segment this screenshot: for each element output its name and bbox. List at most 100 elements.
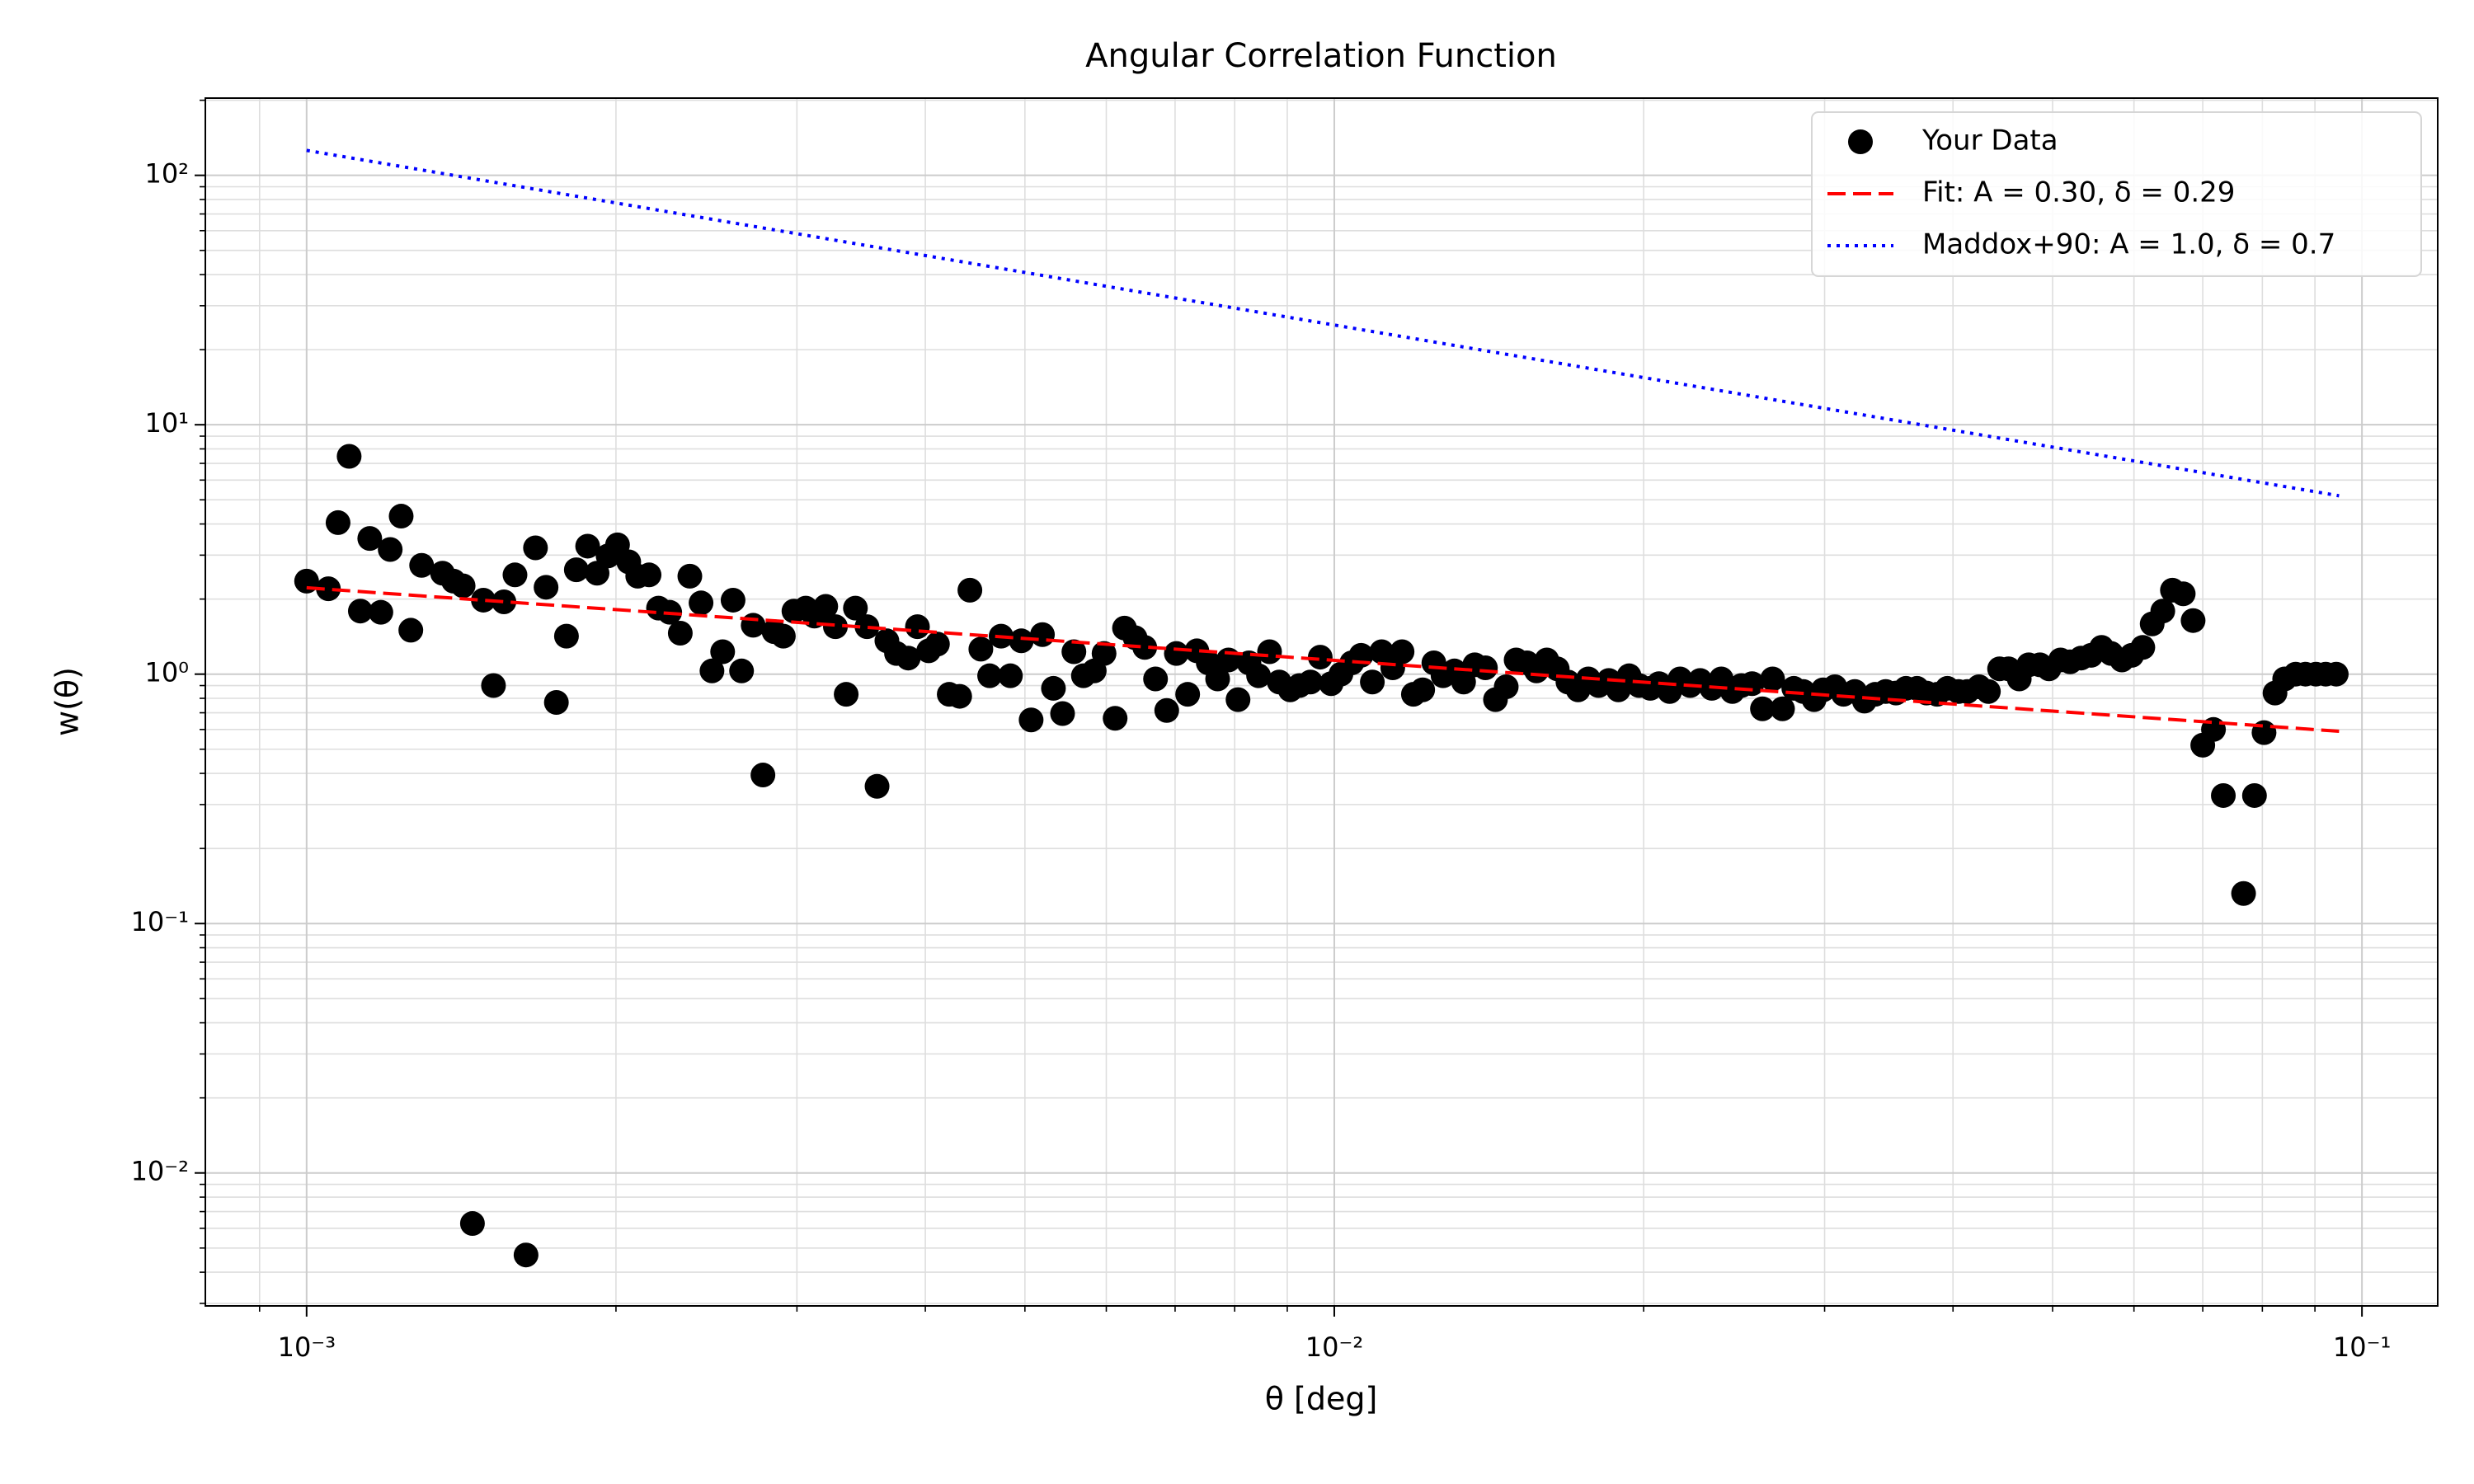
data-point — [2130, 635, 2156, 660]
data-point — [1750, 696, 1776, 721]
data-point — [864, 773, 890, 799]
data-point — [2171, 581, 2196, 607]
data-point — [750, 763, 776, 788]
data-point — [534, 575, 559, 600]
x-tick-label: 10⁻³ — [278, 1331, 336, 1363]
data-point — [667, 620, 693, 646]
data-point — [729, 658, 755, 683]
data-point — [689, 590, 714, 616]
data-point — [1298, 669, 1324, 695]
data-point — [523, 535, 548, 561]
data-point — [325, 510, 350, 535]
data-point — [1030, 622, 1056, 647]
data-point — [543, 690, 569, 716]
data-point — [1050, 701, 1075, 726]
data-point — [1770, 696, 1795, 721]
data-point — [1154, 697, 1179, 723]
data-point — [2231, 881, 2256, 906]
data-point — [813, 594, 839, 619]
data-point — [1091, 641, 1117, 666]
data-point — [1103, 706, 1128, 731]
y-tick-label: 10⁻¹ — [131, 906, 189, 937]
data-point — [1041, 675, 1066, 701]
data-point — [720, 587, 745, 613]
data-point — [1739, 671, 1765, 697]
data-point — [741, 613, 766, 638]
y-tick-label: 10¹ — [144, 407, 189, 439]
y-tick-label: 10⁰ — [144, 657, 189, 688]
data-point — [1760, 666, 1785, 692]
data-point — [357, 526, 383, 552]
data-point — [459, 1211, 485, 1237]
data-point — [2241, 782, 2267, 808]
data-point — [1390, 639, 1415, 665]
data-point — [563, 557, 589, 583]
data-point — [1473, 655, 1498, 681]
data-point — [947, 683, 972, 709]
data-point — [977, 663, 1003, 688]
data-point — [1246, 663, 1272, 688]
data-point — [1143, 666, 1169, 692]
chart-title: Angular Correlation Function — [1085, 37, 1557, 75]
data-point — [502, 562, 528, 588]
data-point — [398, 618, 424, 643]
data-point — [1132, 635, 1158, 660]
data-point — [553, 623, 579, 649]
data-point — [388, 504, 414, 529]
y-tick-label: 10² — [144, 158, 189, 190]
data-point — [316, 576, 341, 602]
data-point — [1018, 707, 1044, 733]
data-point — [968, 636, 994, 662]
data-point — [699, 658, 725, 683]
data-point — [2211, 782, 2236, 808]
data-point — [924, 632, 950, 657]
legend-marker — [1848, 129, 1873, 154]
legend-label: Fit: A = 0.30, δ = 0.29 — [1922, 176, 2235, 209]
data-point — [2150, 599, 2175, 624]
x-tick-label: 10⁻² — [1305, 1331, 1363, 1363]
data-point — [823, 614, 849, 640]
data-point — [998, 663, 1023, 688]
data-point — [834, 682, 859, 707]
data-point — [1307, 645, 1333, 670]
grid — [205, 98, 2438, 1306]
data-point — [905, 614, 930, 640]
data-point — [2180, 608, 2206, 633]
data-point — [378, 537, 403, 562]
data-point — [1225, 687, 1251, 712]
data-point — [2323, 661, 2349, 687]
data-point — [368, 599, 393, 625]
data-point — [1061, 639, 1087, 665]
data-point — [409, 552, 435, 578]
y-axis-label: w(θ) — [49, 667, 86, 736]
data-point — [1175, 682, 1201, 707]
data-point — [957, 577, 983, 603]
data-point — [843, 595, 868, 621]
data-point — [677, 563, 703, 589]
data-point — [481, 673, 506, 698]
trend-line — [306, 585, 2340, 734]
data-point — [347, 599, 373, 624]
data-point — [336, 444, 362, 469]
data-point — [637, 562, 662, 588]
data-point — [1009, 628, 1034, 654]
legend-box — [1811, 111, 2422, 277]
data-point — [471, 587, 496, 613]
data-point — [710, 639, 736, 665]
x-tick-label: 10⁻¹ — [2333, 1331, 2391, 1363]
data-point — [1360, 669, 1385, 695]
data-point — [1493, 674, 1519, 700]
data-point — [492, 589, 517, 614]
axes-frame — [205, 97, 2439, 1307]
data-point — [575, 533, 600, 559]
data-point — [513, 1242, 539, 1268]
y-tick-label: 10⁻² — [131, 1156, 189, 1187]
data-point — [1410, 677, 1436, 702]
legend-label: Your Data — [1921, 124, 2058, 157]
x-axis-label: θ [deg] — [1265, 1381, 1378, 1417]
data-point — [770, 623, 796, 649]
data-point — [1257, 639, 1282, 665]
data-point — [1164, 641, 1189, 666]
